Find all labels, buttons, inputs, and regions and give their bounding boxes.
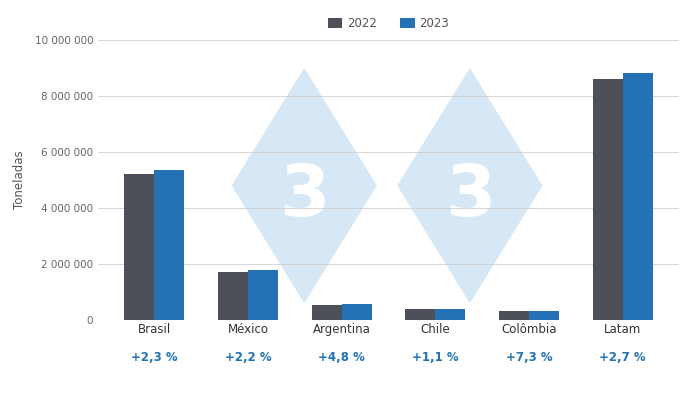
Bar <box>593 79 622 320</box>
Bar <box>622 73 652 320</box>
Bar <box>405 309 435 320</box>
Text: 3: 3 <box>444 162 495 231</box>
Bar <box>125 174 155 320</box>
Bar <box>435 309 466 320</box>
Bar <box>312 305 342 320</box>
Polygon shape <box>397 68 542 303</box>
Bar <box>529 311 559 320</box>
Legend: 2022, 2023: 2022, 2023 <box>323 12 454 35</box>
Bar <box>499 311 529 320</box>
Text: +4,8 %: +4,8 % <box>318 351 365 364</box>
Bar <box>155 170 184 320</box>
Text: +2,3 %: +2,3 % <box>131 351 178 364</box>
Bar <box>248 270 278 320</box>
Text: +7,3 %: +7,3 % <box>505 351 552 364</box>
Text: +2,7 %: +2,7 % <box>599 351 646 364</box>
Polygon shape <box>232 68 377 303</box>
Y-axis label: Toneladas: Toneladas <box>13 151 26 209</box>
Text: +1,1 %: +1,1 % <box>412 351 458 364</box>
Text: 3: 3 <box>279 162 330 231</box>
Text: +2,2 %: +2,2 % <box>225 351 272 364</box>
Bar <box>342 304 372 320</box>
Bar <box>218 272 248 320</box>
